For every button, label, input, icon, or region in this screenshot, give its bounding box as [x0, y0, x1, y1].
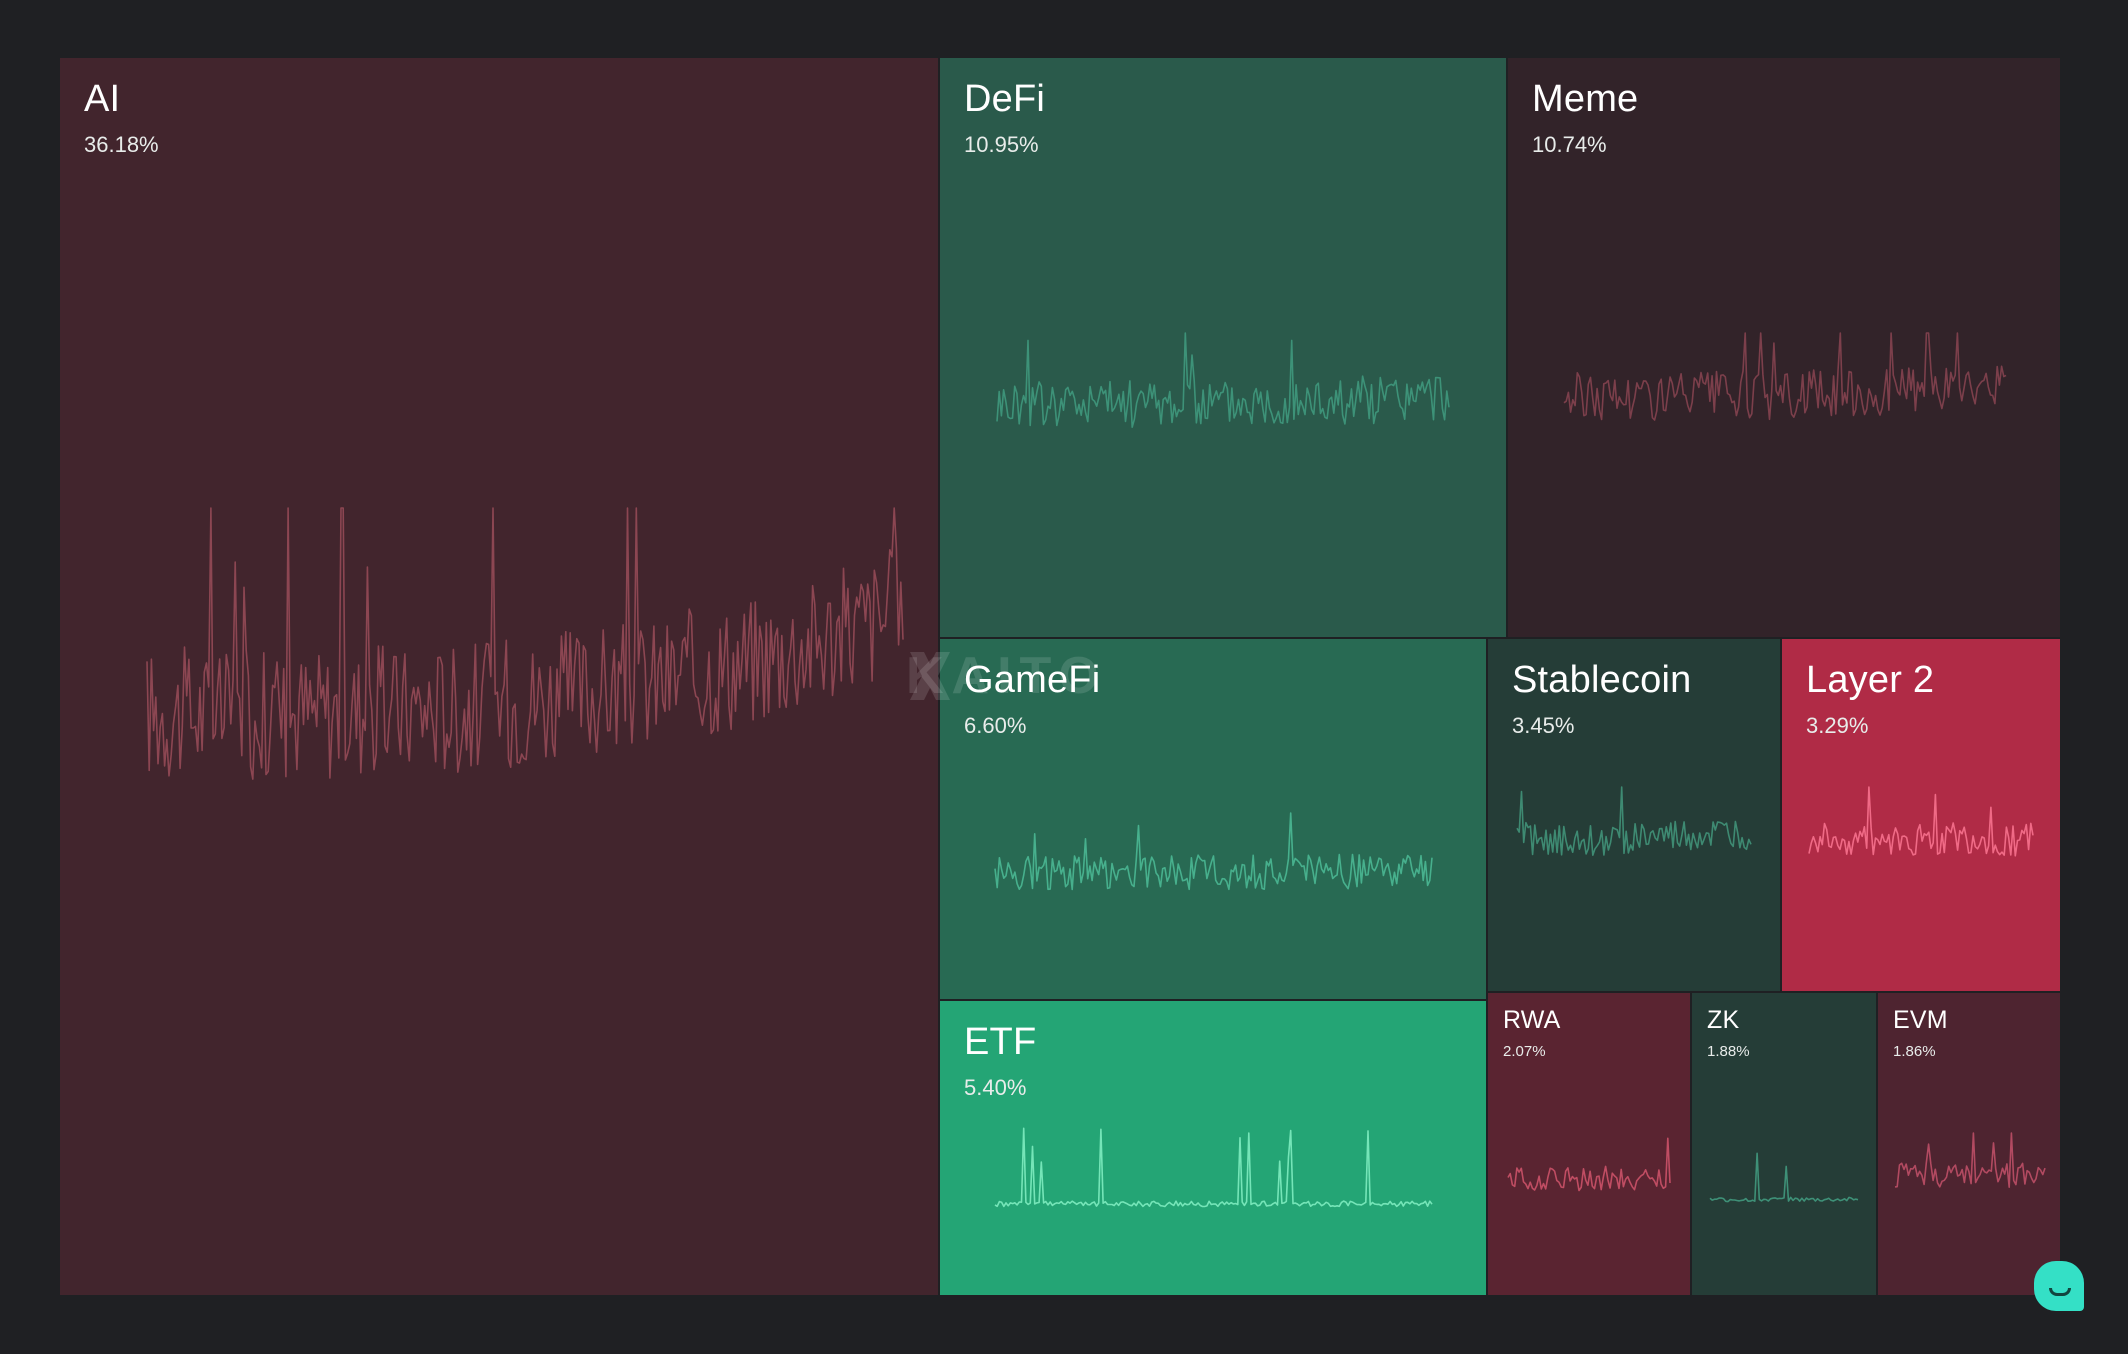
tile-label: EVM: [1893, 1006, 1948, 1034]
kaito-logo-icon: [910, 652, 950, 700]
tile-zk[interactable]: ZK 1.88%: [1692, 993, 1876, 1295]
tile-label: ZK: [1707, 1006, 1740, 1034]
watermark-text: KAITO: [906, 647, 1107, 705]
sparkline: [1808, 785, 2034, 857]
sparkline-path: [996, 332, 1450, 428]
chat-icon: [2049, 1288, 2071, 1296]
sparkline: [146, 507, 904, 780]
tile-percent: 36.18%: [84, 132, 159, 157]
tile-ai[interactable]: AI 36.18%: [60, 58, 938, 1295]
tile-meme[interactable]: Meme 10.74%: [1508, 58, 2060, 637]
tile-label: GameFi: [964, 659, 1101, 701]
sparkline-path: [994, 812, 1433, 891]
sparkline-path: [1808, 785, 2034, 857]
sparkline-path: [1563, 332, 2007, 421]
tile-percent: 1.88%: [1707, 1043, 1750, 1060]
tile-evm[interactable]: EVM 1.86%: [1878, 993, 2060, 1295]
sparkline-path: [1709, 1152, 1859, 1203]
tile-percent: 3.29%: [1806, 713, 1869, 738]
tile-defi[interactable]: DeFi 10.95%: [940, 58, 1506, 637]
tile-percent: 10.74%: [1532, 132, 1607, 157]
tile-label: ETF: [964, 1021, 1037, 1063]
tile-label: Stablecoin: [1512, 659, 1692, 701]
tile-percent: 6.60%: [964, 713, 1027, 738]
tile-label: Layer 2: [1806, 659, 1935, 701]
chat-support-button[interactable]: [2034, 1261, 2084, 1311]
tile-stablecoin[interactable]: Stablecoin 3.45%: [1488, 639, 1780, 991]
tile-label: RWA: [1503, 1006, 1561, 1034]
sparkline: [1563, 332, 2007, 421]
sparkline: [1709, 1152, 1859, 1203]
tile-gamefi[interactable]: GameFi 6.60%: [940, 639, 1486, 999]
tile-label: DeFi: [964, 78, 1046, 120]
sparkline-path: [1516, 785, 1752, 856]
tile-label: AI: [84, 78, 121, 120]
sparkline: [1894, 1132, 2046, 1189]
tile-percent: 10.95%: [964, 132, 1039, 157]
sparkline: [994, 1127, 1433, 1208]
sparkline: [994, 812, 1433, 891]
sparkline-path: [994, 1127, 1433, 1208]
tile-percent: 2.07%: [1503, 1043, 1546, 1060]
tile-label: Meme: [1532, 78, 1639, 120]
sparkline-path: [1507, 1137, 1671, 1192]
sparkline-path: [146, 507, 904, 780]
sparkline: [1516, 785, 1752, 856]
tile-percent: 1.86%: [1893, 1043, 1936, 1060]
tile-etf[interactable]: ETF 5.40%: [940, 1001, 1486, 1295]
sparkline: [1507, 1137, 1671, 1192]
sector-treemap: AI 36.18% DeFi 10.95% Meme 10.74% GameFi 6.60% S…: [60, 58, 2060, 1295]
tile-layer-2[interactable]: Layer 2 3.29%: [1782, 639, 2060, 991]
tile-percent: 5.40%: [964, 1075, 1027, 1100]
sparkline: [996, 332, 1450, 428]
sparkline-path: [1894, 1132, 2046, 1189]
tile-percent: 3.45%: [1512, 713, 1575, 738]
tile-rwa[interactable]: RWA 2.07%: [1488, 993, 1690, 1295]
